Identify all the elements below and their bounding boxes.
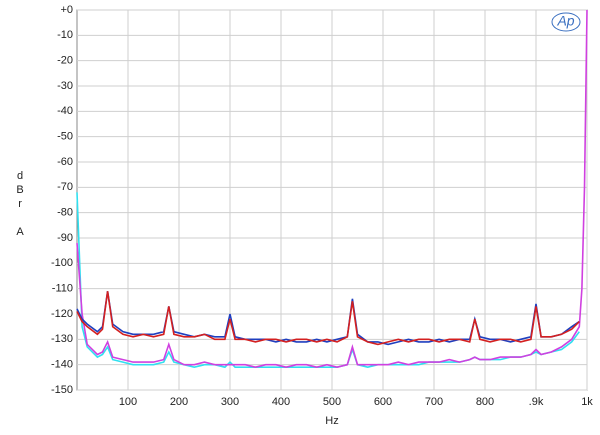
x-tick-label: 200 [170, 396, 188, 408]
x-tick-label: .9k [529, 396, 544, 408]
y-tick-label: -40 [57, 105, 73, 117]
y-tick-label: -130 [51, 333, 73, 345]
x-tick-label: 500 [323, 396, 341, 408]
x-tick-label: 400 [272, 396, 290, 408]
series-line [76, 291, 580, 346]
series-line [76, 9, 588, 369]
y-tick-label: -60 [57, 156, 73, 168]
y-tick-label: -140 [51, 359, 73, 371]
y-tick-label: -50 [57, 131, 73, 143]
y-tick-label: +0 [60, 4, 73, 16]
y-axis-label: dBr A [14, 170, 26, 240]
logo: Ap [556, 13, 574, 29]
y-tick-label: -100 [51, 257, 73, 269]
y-tick-label: -150 [51, 384, 73, 396]
y-tick-label: -110 [52, 283, 73, 295]
x-tick-label: 1k [581, 396, 593, 408]
x-tick-label: 300 [221, 396, 239, 408]
x-tick-label: 800 [476, 396, 494, 408]
y-tick-label: -90 [57, 232, 73, 244]
series-line [76, 192, 580, 369]
x-tick-label: 100 [119, 396, 137, 408]
x-axis-label: Hz [325, 415, 338, 427]
x-tick-label: 700 [425, 396, 443, 408]
y-tick-label: -30 [57, 80, 73, 92]
y-tick-label: -70 [57, 181, 73, 193]
y-tick-label: -10 [57, 29, 73, 41]
y-tick-label: -120 [51, 308, 73, 320]
logo-ring [551, 12, 581, 32]
x-tick-label: 600 [374, 396, 392, 408]
y-tick-label: -80 [57, 207, 73, 219]
y-tick-label: -20 [57, 55, 73, 67]
